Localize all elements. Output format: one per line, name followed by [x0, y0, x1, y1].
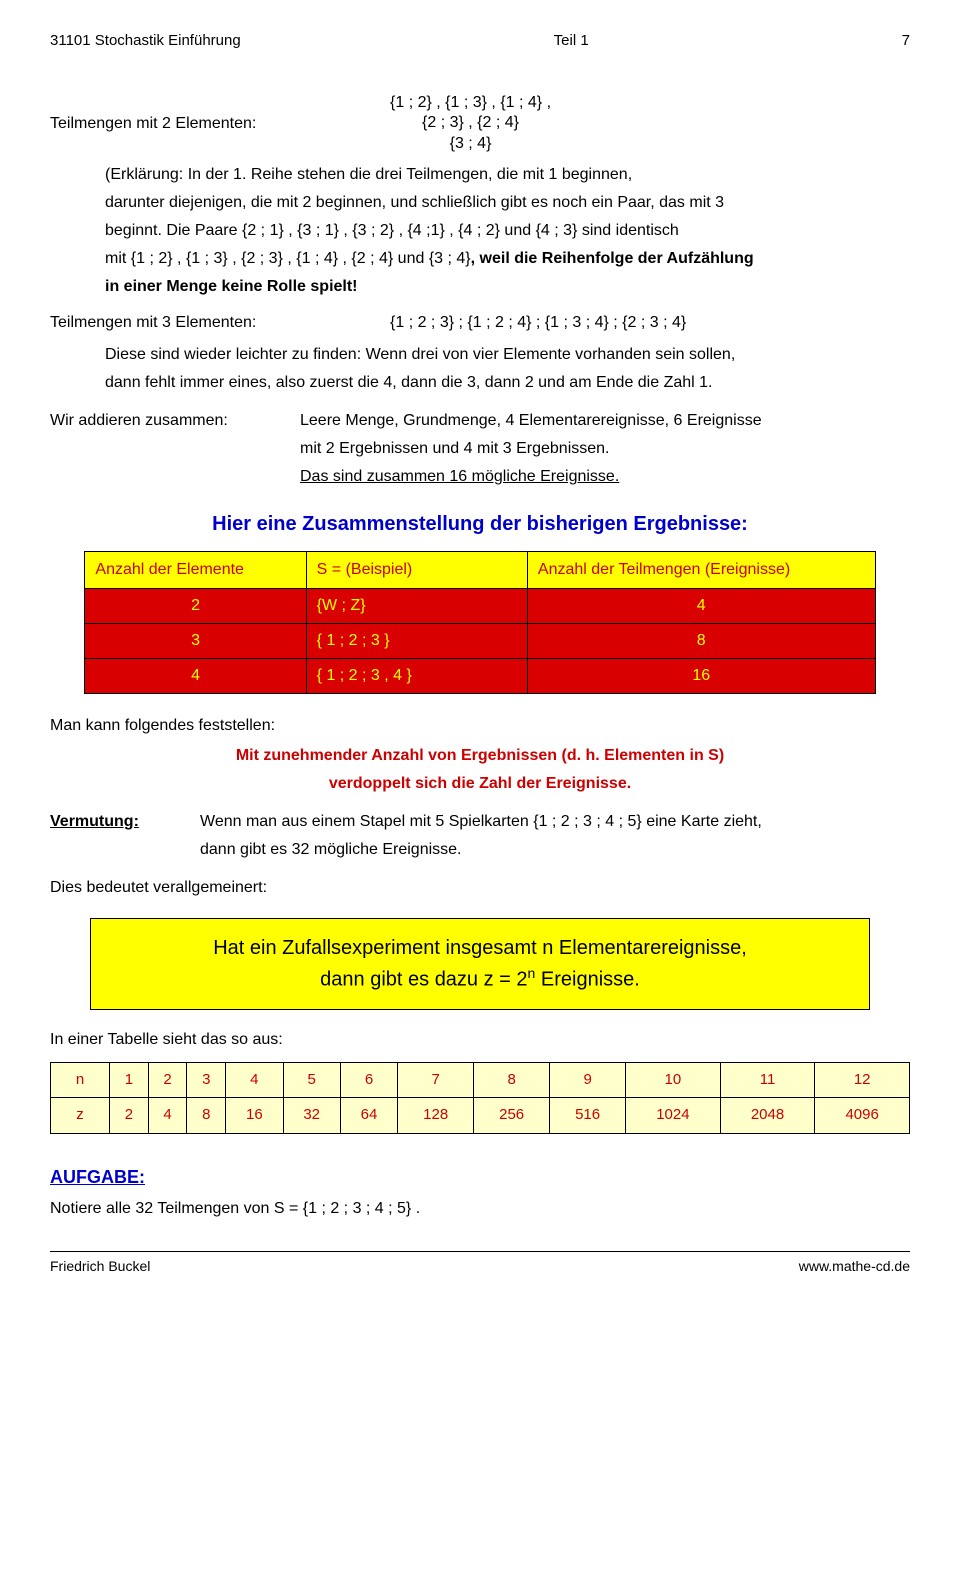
- header-right: 7: [902, 30, 910, 53]
- table-header-row: Anzahl der Elemente S = (Beispiel) Anzah…: [85, 551, 875, 588]
- expl-p5: in einer Menge keine Rolle spielt!: [105, 275, 910, 299]
- table-row: 3 { 1 ; 2 ; 3 } 8: [85, 623, 875, 658]
- dies-bedeutet: Dies bedeutet verallgemeinert:: [50, 876, 910, 900]
- t2-line1: {1 ; 2} , {1 ; 3} , {1 ; 4} ,: [390, 93, 551, 114]
- vermutung-text: Wenn man aus einem Stapel mit 5 Spielkar…: [200, 810, 910, 862]
- red-line2: verdoppelt sich die Zahl der Ereignisse.: [50, 772, 910, 796]
- t3-p1: Diese sind wieder leichter zu finden: We…: [105, 343, 910, 367]
- footer-left: Friedrich Buckel: [50, 1256, 150, 1277]
- vermutung-label: Vermutung:: [50, 810, 200, 862]
- t2-line2: {2 ; 3} , {2 ; 4}: [390, 113, 551, 134]
- explanation-block: (Erklärung: In der 1. Reihe stehen die d…: [105, 163, 910, 299]
- expl-p3: beginnt. Die Paare {2 ; 1} , {3 ; 1} , {…: [105, 219, 910, 243]
- three-element-subsets: Teilmengen mit 3 Elementen: {1 ; 2 ; 3} …: [50, 311, 910, 335]
- addition-block: Wir addieren zusammen: Leere Menge, Grun…: [50, 409, 910, 489]
- t3-label: Teilmengen mit 3 Elementen:: [50, 311, 330, 335]
- red-line1: Mit zunehmender Anzahl von Ergebnissen (…: [50, 744, 910, 768]
- box-line2: dann gibt es dazu z = 2n Ereignisse.: [101, 963, 859, 995]
- table-row: 4 { 1 ; 2 ; 3 , 4 } 16: [85, 658, 875, 693]
- t2-line3: {3 ; 4}: [390, 134, 551, 155]
- add-r1: Leere Menge, Grundmenge, 4 Elementarerei…: [300, 409, 910, 433]
- aufgabe-heading: AUFGABE:: [50, 1164, 910, 1191]
- pow-row-n: n 1 2 3 4 5 6 7 8 9 10 11 12: [51, 1062, 910, 1098]
- aufgabe-text: Notiere alle 32 Teilmengen von S = {1 ; …: [50, 1197, 910, 1221]
- page-footer: Friedrich Buckel www.mathe-cd.de: [50, 1251, 910, 1277]
- box-line1: Hat ein Zufallsexperiment insgesamt n El…: [101, 933, 859, 963]
- table-row: 2 {W ; Z} 4: [85, 588, 875, 623]
- add-r2: mit 2 Ergebnissen und 4 mit 3 Ergebnisse…: [300, 437, 910, 461]
- add-r3: Das sind zusammen 16 mögliche Ereignisse…: [300, 465, 910, 489]
- t3-sets: {1 ; 2 ; 3} ; {1 ; 2 ; 4} ; {1 ; 3 ; 4} …: [390, 311, 686, 335]
- blue-heading: Hier eine Zusammenstellung der bisherige…: [50, 509, 910, 539]
- th-elements: Anzahl der Elemente: [85, 551, 306, 588]
- page-header: 31101 Stochastik Einführung Teil 1 7: [50, 30, 910, 53]
- header-left: 31101 Stochastik Einführung: [50, 30, 241, 53]
- t2-sets: {1 ; 2} , {1 ; 3} , {1 ; 4} , {2 ; 3} , …: [390, 93, 551, 155]
- footer-right: www.mathe-cd.de: [799, 1256, 910, 1277]
- header-mid: Teil 1: [554, 30, 589, 53]
- results-table: Anzahl der Elemente S = (Beispiel) Anzah…: [84, 551, 875, 694]
- th-count: Anzahl der Teilmengen (Ereignisse): [527, 551, 875, 588]
- t3-p2: dann fehlt immer eines, also zuerst die …: [105, 371, 910, 395]
- t2-label: Teilmengen mit 2 Elementen:: [50, 112, 330, 136]
- feststellung: Man kann folgendes feststellen:: [50, 714, 910, 738]
- pow-row-z: z 2 4 8 16 32 64 128 256 516 1024 2048 4…: [51, 1098, 910, 1134]
- expl-p1: (Erklärung: In der 1. Reihe stehen die d…: [105, 163, 910, 187]
- table-intro: In einer Tabelle sieht das so aus:: [50, 1028, 910, 1052]
- expl-p4: mit {1 ; 2} , {1 ; 3} , {2 ; 3} , {1 ; 4…: [105, 247, 910, 271]
- add-right: Leere Menge, Grundmenge, 4 Elementarerei…: [300, 409, 910, 489]
- add-label: Wir addieren zusammen:: [50, 409, 300, 489]
- two-element-subsets: Teilmengen mit 2 Elementen: {1 ; 2} , {1…: [50, 93, 910, 155]
- vermutung: Vermutung: Wenn man aus einem Stapel mit…: [50, 810, 910, 862]
- expl-p2: darunter diejenigen, die mit 2 beginnen,…: [105, 191, 910, 215]
- t3-explain: Diese sind wieder leichter zu finden: We…: [105, 343, 910, 395]
- th-example: S = (Beispiel): [306, 551, 527, 588]
- formula-box: Hat ein Zufallsexperiment insgesamt n El…: [90, 918, 870, 1010]
- power-table: n 1 2 3 4 5 6 7 8 9 10 11 12 z 2 4 8 16 …: [50, 1062, 910, 1134]
